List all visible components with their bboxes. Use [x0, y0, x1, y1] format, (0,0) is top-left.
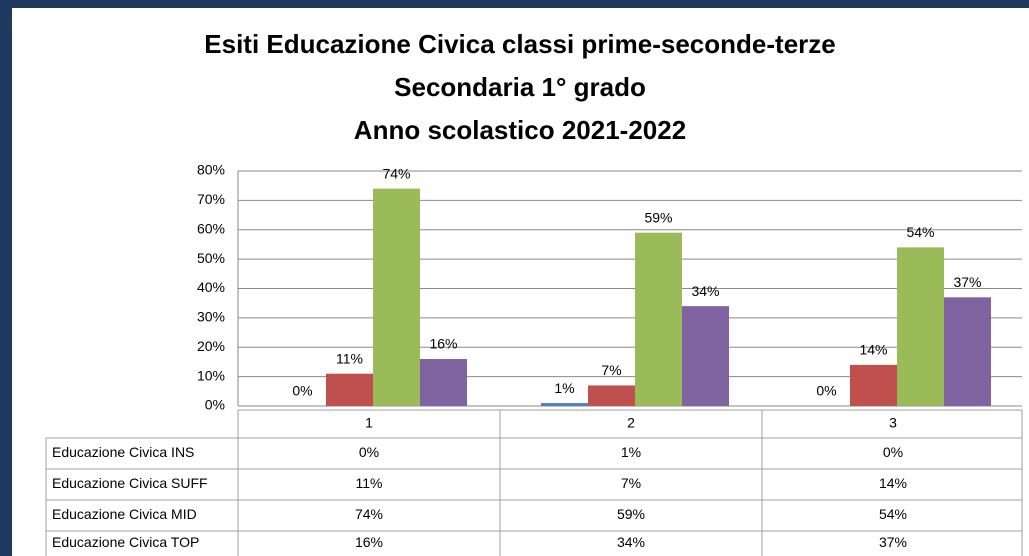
bar	[588, 385, 635, 406]
y-tick-label: 40%	[197, 279, 225, 295]
table-cell: 0%	[359, 444, 379, 460]
table-cell: 37%	[879, 534, 907, 550]
bar	[944, 297, 991, 406]
data-label: 74%	[382, 165, 410, 181]
x-tick-label: 2	[627, 415, 635, 431]
bar	[897, 247, 944, 406]
bar	[420, 359, 467, 406]
data-label: 1%	[554, 380, 574, 396]
table-cell: 74%	[355, 506, 383, 522]
data-label: 14%	[859, 342, 887, 358]
bar	[373, 188, 420, 406]
data-label: 16%	[429, 336, 457, 352]
chart-title: Esiti Educazione Civica classi prime-sec…	[204, 29, 835, 59]
data-label: 7%	[601, 362, 621, 378]
y-tick-label: 70%	[197, 191, 225, 207]
y-tick-label: 10%	[197, 367, 225, 383]
bar	[541, 403, 588, 406]
chart-subtitle: Anno scolastico 2021-2022	[354, 115, 686, 145]
background	[12, 8, 1029, 556]
x-tick-label: 3	[889, 415, 897, 431]
data-label: 54%	[906, 224, 934, 240]
y-tick-label: 20%	[197, 338, 225, 354]
table-cell: 14%	[879, 475, 907, 491]
data-label: 0%	[292, 383, 312, 399]
table-cell: 54%	[879, 506, 907, 522]
x-tick-label: 1	[365, 415, 373, 431]
chart-subtitle: Secondaria 1° grado	[394, 72, 646, 102]
data-label: 0%	[816, 383, 836, 399]
y-tick-label: 50%	[197, 250, 225, 266]
y-tick-label: 30%	[197, 309, 225, 325]
bar	[635, 232, 682, 406]
data-label: 11%	[336, 350, 363, 366]
legend-label: Educazione Civica INS	[52, 444, 194, 460]
data-label: 37%	[953, 274, 981, 290]
table-cell: 11%	[356, 475, 383, 491]
table-cell: 16%	[355, 534, 383, 550]
table-cell: 7%	[621, 475, 641, 491]
table-cell: 59%	[617, 506, 645, 522]
bar	[682, 306, 729, 406]
data-label: 34%	[691, 283, 719, 299]
legend-label: Educazione Civica SUFF	[52, 475, 208, 491]
y-tick-label: 80%	[197, 162, 225, 178]
y-tick-label: 0%	[205, 397, 225, 413]
data-label: 59%	[644, 209, 672, 225]
bar	[326, 373, 373, 406]
table-cell: 0%	[883, 444, 903, 460]
table-cell: 34%	[617, 534, 645, 550]
table-cell: 1%	[621, 444, 641, 460]
bar	[850, 364, 897, 406]
legend-label: Educazione Civica MID	[52, 506, 197, 522]
legend-label: Educazione Civica TOP	[52, 534, 199, 550]
y-tick-label: 60%	[197, 220, 225, 236]
